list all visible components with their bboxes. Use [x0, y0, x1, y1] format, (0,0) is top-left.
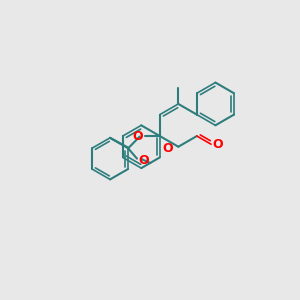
Text: O: O: [132, 130, 142, 142]
Text: O: O: [139, 154, 149, 166]
Text: O: O: [162, 142, 173, 155]
Text: O: O: [212, 138, 223, 151]
